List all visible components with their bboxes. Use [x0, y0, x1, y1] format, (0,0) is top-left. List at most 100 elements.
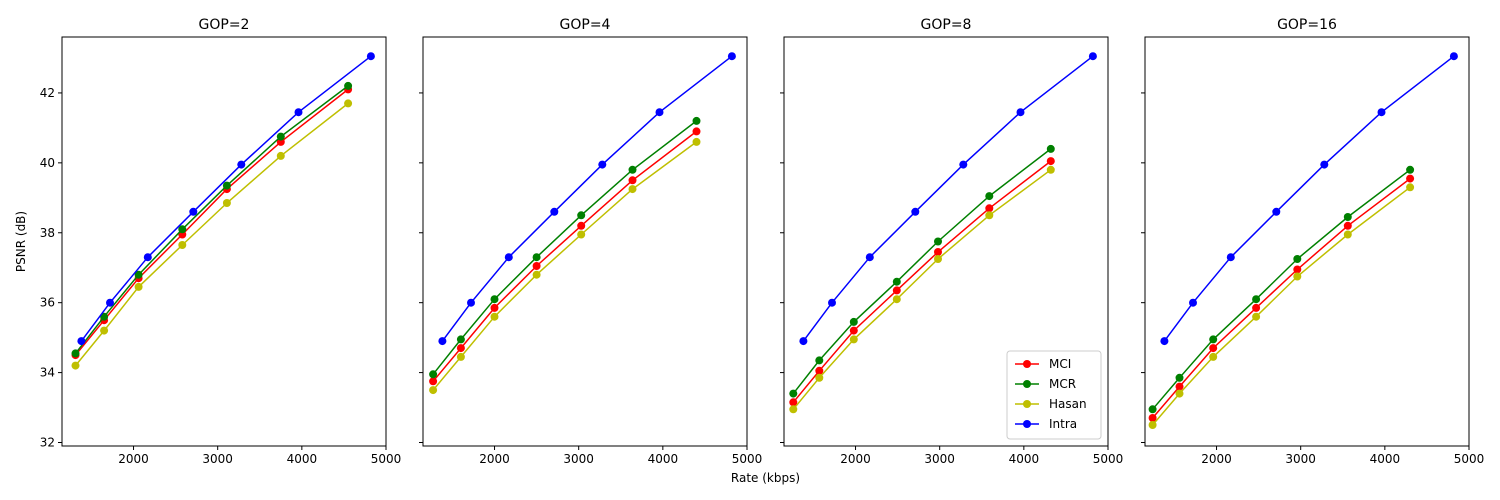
data-point [429, 377, 438, 386]
legend-swatch-marker [1023, 420, 1031, 428]
panel-title: GOP=8 [921, 17, 972, 33]
data-point [344, 99, 353, 108]
data-point [911, 207, 920, 216]
axes-frame [783, 36, 1109, 447]
data-point [577, 211, 586, 220]
x-tick-label: 2000 [479, 452, 510, 466]
data-point [490, 295, 499, 304]
data-point [1226, 253, 1235, 262]
series-line [1163, 55, 1455, 342]
data-point [1148, 405, 1157, 414]
x-tick-label: 3000 [924, 452, 955, 466]
data-point [815, 356, 824, 365]
x-tick-label: 5000 [732, 452, 763, 466]
data-point [1252, 295, 1261, 304]
data-point [692, 127, 701, 136]
series-intra [438, 52, 736, 346]
series-mcr [1148, 165, 1415, 414]
series-hasan [71, 99, 353, 370]
y-tick-label: 36 [40, 296, 55, 310]
data-point [276, 132, 285, 141]
data-point [504, 253, 513, 262]
x-tick-label: 3000 [1285, 452, 1316, 466]
data-point [143, 253, 152, 262]
data-point [456, 344, 465, 353]
data-point [1088, 52, 1097, 61]
data-point [727, 52, 736, 61]
legend-label: MCI [1049, 357, 1071, 371]
axes-frame [1144, 36, 1470, 447]
series-line [802, 55, 1094, 342]
data-point [106, 298, 114, 307]
data-point [1293, 272, 1302, 281]
x-axis-label: Rate (kbps) [731, 471, 800, 485]
data-point [1209, 352, 1218, 361]
series-mcr [789, 144, 1055, 398]
data-point [344, 81, 353, 90]
x-tick-label: 2000 [1201, 452, 1232, 466]
data-point [366, 52, 375, 61]
data-point [865, 253, 874, 262]
data-point [134, 282, 143, 291]
data-point [1148, 421, 1157, 429]
data-point [849, 317, 858, 326]
data-point [1293, 265, 1302, 274]
data-point [1016, 108, 1025, 117]
y-tick-label: 40 [40, 156, 55, 170]
data-point [1160, 337, 1169, 346]
series-intra [799, 52, 1097, 346]
data-point [892, 286, 901, 295]
series-intra [77, 52, 375, 346]
data-point [490, 303, 499, 312]
data-point [490, 312, 499, 321]
series-mci [1148, 174, 1415, 422]
data-point [1343, 213, 1352, 221]
data-point [934, 255, 942, 263]
data-point [100, 312, 109, 321]
series-line [1152, 178, 1411, 419]
y-axis-label: PSNR (dB) [14, 211, 28, 272]
x-tick-label: 4000 [1370, 452, 1401, 466]
data-point [789, 398, 798, 407]
legend-swatch-marker [1023, 380, 1031, 388]
data-point [222, 181, 231, 190]
data-point [815, 373, 824, 382]
data-point [1046, 157, 1055, 166]
panel-4: GOP=16 2000 3000 4000 5000 [1141, 17, 1484, 466]
data-point [189, 207, 198, 216]
data-point [532, 270, 541, 279]
data-point [550, 207, 559, 216]
series-line [80, 55, 372, 342]
data-point [1046, 165, 1055, 174]
data-point [577, 230, 586, 239]
series-hasan [429, 137, 701, 395]
data-point [985, 211, 994, 220]
series-mci [789, 157, 1055, 407]
data-point [692, 137, 701, 146]
data-point [934, 248, 942, 256]
data-point [789, 405, 798, 414]
legend-item: Hasan [1015, 397, 1087, 411]
data-point [934, 237, 942, 246]
panel-title: GOP=4 [560, 17, 611, 33]
x-tick-label: 3000 [202, 452, 233, 466]
data-point [1175, 382, 1184, 391]
series-mcr [71, 81, 353, 358]
data-point [456, 352, 465, 361]
series-line [432, 120, 697, 375]
legend-item: Intra [1015, 417, 1077, 431]
x-tick-label: 5000 [1093, 452, 1124, 466]
x-tick-label: 5000 [371, 452, 402, 466]
data-point [100, 326, 109, 335]
data-point [1189, 298, 1197, 307]
data-point [1252, 303, 1261, 312]
data-point [1377, 108, 1386, 117]
series-line [74, 85, 349, 354]
data-point [628, 165, 637, 174]
series-line [432, 141, 697, 391]
axes-frame [422, 36, 748, 447]
data-point [532, 253, 541, 262]
data-point [577, 221, 586, 230]
data-point [1148, 414, 1157, 422]
